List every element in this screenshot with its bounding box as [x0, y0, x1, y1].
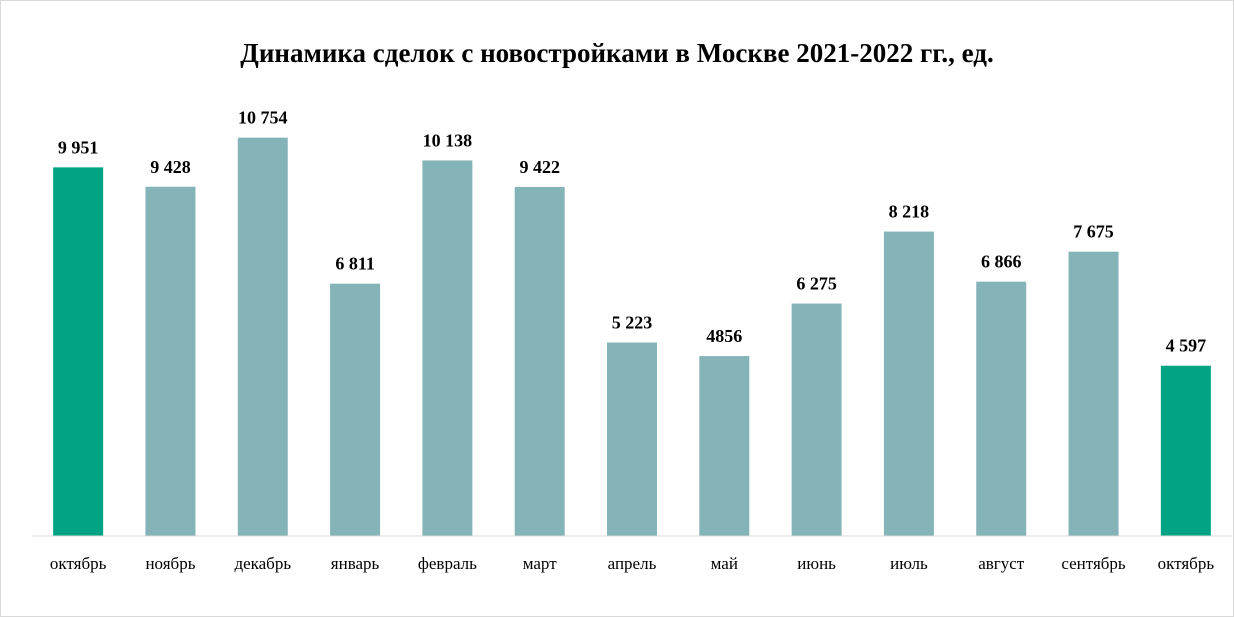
category-label-8: май	[711, 554, 738, 573]
bar-11	[976, 281, 1027, 536]
value-label-13: 4 597	[1166, 336, 1207, 356]
bar-3	[237, 137, 288, 536]
category-label-9: июнь	[797, 554, 836, 573]
bar-4	[330, 283, 381, 536]
category-label-4: январь	[331, 554, 380, 573]
category-label-3: декабрь	[234, 554, 291, 573]
bar-8	[699, 356, 750, 536]
value-label-10: 8 218	[889, 202, 930, 222]
value-label-5: 10 138	[423, 130, 473, 150]
category-label-11: август	[978, 554, 1025, 573]
category-label-6: март	[523, 554, 557, 573]
category-label-13: октябрь	[1158, 554, 1215, 573]
category-label-2: ноябрь	[145, 554, 195, 573]
bar-5	[422, 160, 473, 536]
bar-9	[791, 303, 842, 536]
value-label-9: 6 275	[796, 274, 837, 294]
category-label-10: июль	[890, 554, 928, 573]
value-label-1: 9 951	[58, 137, 99, 157]
chart-title: Динамика сделок с новостройками в Москве…	[240, 38, 994, 68]
value-label-4: 6 811	[335, 254, 375, 274]
category-label-5: февраль	[418, 554, 477, 573]
value-label-11: 6 866	[981, 252, 1022, 272]
value-label-6: 9 422	[519, 157, 560, 177]
bar-6	[514, 186, 565, 536]
value-label-12: 7 675	[1073, 222, 1114, 242]
category-label-1: октябрь	[50, 554, 107, 573]
value-label-2: 9 428	[150, 157, 191, 177]
bar-10	[883, 231, 934, 536]
bar-13	[1160, 365, 1211, 536]
bar-2	[145, 186, 196, 536]
value-label-8: 4856	[706, 326, 742, 346]
category-label-7: апрель	[608, 554, 657, 573]
bar-12	[1068, 251, 1119, 537]
bar-7	[607, 342, 657, 536]
category-label-12: сентябрь	[1061, 554, 1126, 573]
value-label-7: 5 223	[612, 313, 653, 333]
value-label-3: 10 754	[238, 108, 288, 128]
bar-1	[53, 167, 104, 536]
